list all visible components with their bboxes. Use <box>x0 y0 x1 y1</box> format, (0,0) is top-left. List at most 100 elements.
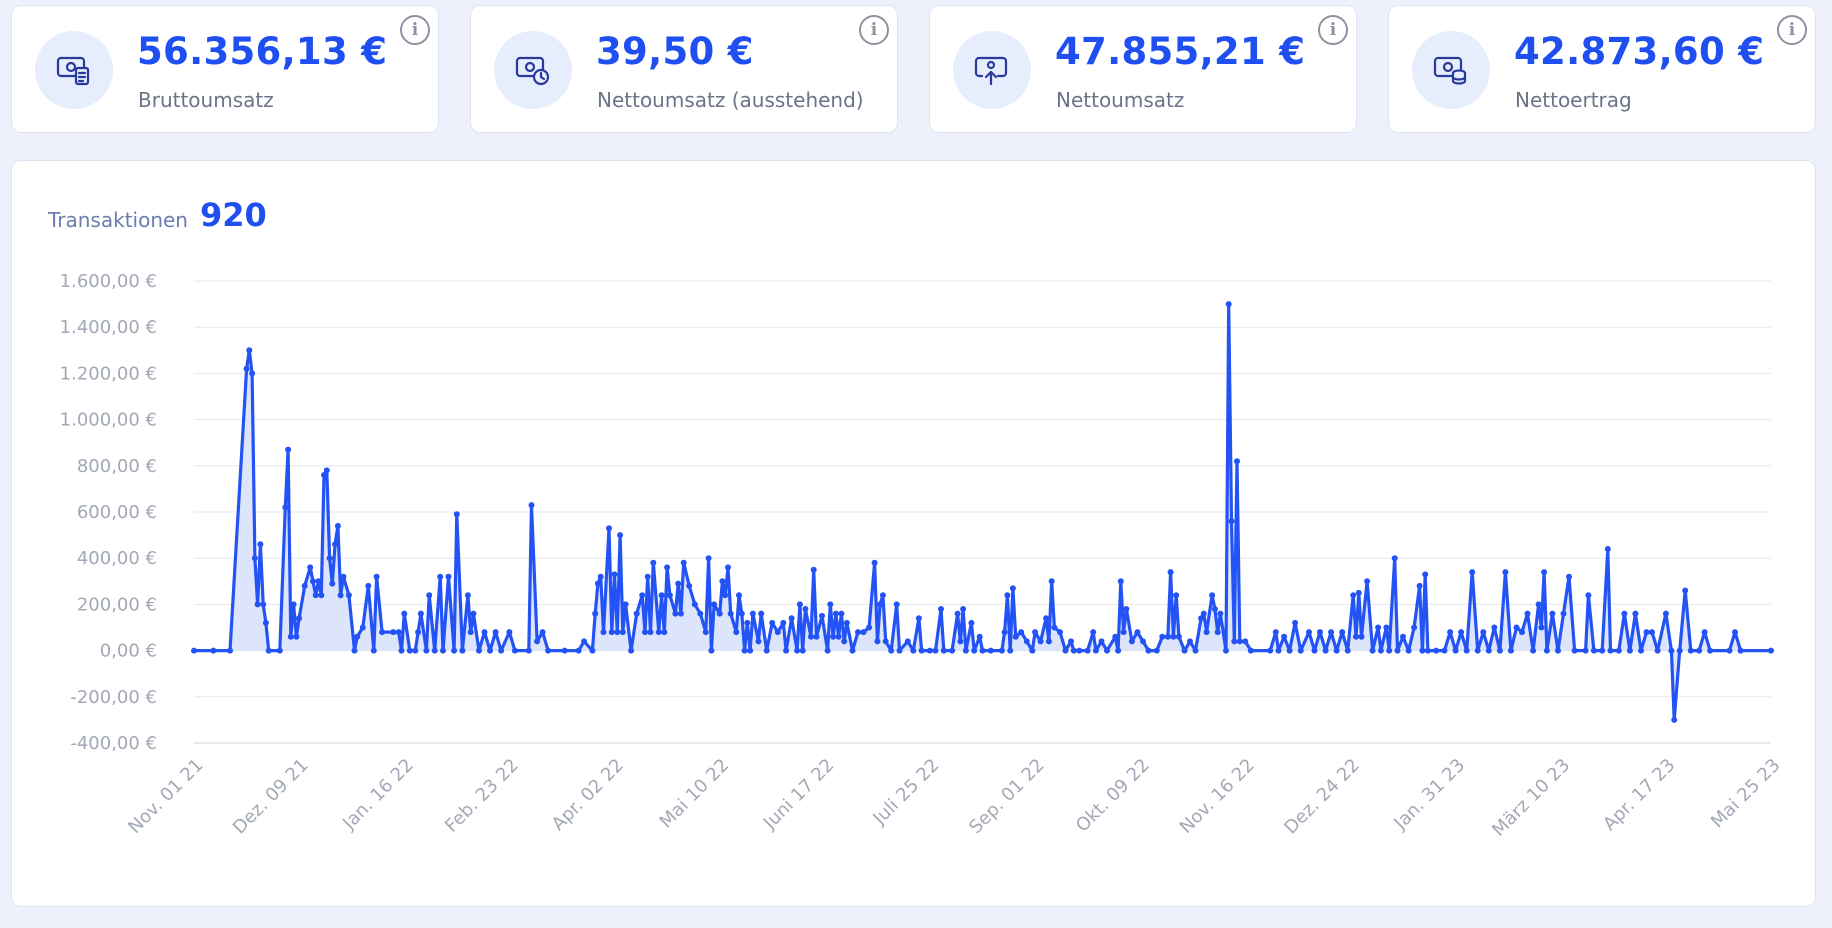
data-point <box>453 511 460 518</box>
data-point <box>334 522 341 529</box>
data-point <box>1115 647 1122 654</box>
data-point <box>354 633 361 640</box>
data-point <box>296 615 303 622</box>
data-point <box>1607 647 1614 654</box>
data-point <box>932 647 939 654</box>
data-point <box>260 601 267 608</box>
kpi-label: Bruttoumsatz <box>138 88 274 112</box>
data-point <box>1104 647 1110 654</box>
data-point <box>1350 592 1357 599</box>
info-icon[interactable]: i <box>400 15 430 45</box>
data-point <box>664 564 671 571</box>
data-point <box>285 446 292 453</box>
data-point <box>1369 647 1376 654</box>
data-point <box>1582 647 1589 654</box>
x-tick-label: Juli 25 22 <box>869 755 944 830</box>
kpi-label: Nettoumsatz (ausstehend) <box>597 88 864 112</box>
data-point <box>1092 647 1099 654</box>
data-point <box>1068 638 1074 645</box>
data-point <box>1032 629 1039 636</box>
data-point <box>1214 629 1221 636</box>
data-point <box>758 610 765 617</box>
data-point <box>310 578 316 585</box>
data-point <box>1236 638 1243 645</box>
kpi-value: 47.855,21 € <box>1055 30 1306 73</box>
data-point <box>1322 647 1329 654</box>
data-point <box>191 647 197 654</box>
data-point <box>1167 569 1174 576</box>
data-point <box>312 592 319 599</box>
data-point <box>888 647 895 654</box>
x-tick-label: Jan. 31 23 <box>1389 755 1469 835</box>
data-point <box>1394 647 1401 654</box>
data-point <box>708 647 715 654</box>
data-point <box>534 638 541 645</box>
info-icon[interactable]: i <box>1777 15 1807 45</box>
data-point <box>401 610 408 617</box>
data-point <box>741 647 748 654</box>
data-point <box>1311 647 1318 654</box>
data-point <box>1391 555 1398 562</box>
data-point <box>633 610 640 617</box>
data-point <box>808 633 814 640</box>
data-point <box>1585 592 1592 599</box>
data-point <box>838 610 845 617</box>
x-tick-label: Nov. 01 21 <box>124 755 207 838</box>
data-point <box>318 592 325 599</box>
x-tick-label: Juni 17 22 <box>759 755 838 834</box>
data-point <box>893 601 900 608</box>
kpi-card-gross-revenue: 56.356,13 € Bruttoumsatz i <box>11 5 439 133</box>
data-point <box>1590 647 1597 654</box>
data-point <box>1519 629 1525 636</box>
data-point <box>877 601 884 608</box>
data-point <box>830 633 837 640</box>
data-point <box>1045 638 1052 645</box>
data-point <box>581 638 588 645</box>
y-tick-label: 1.600,00 € <box>60 271 157 292</box>
transaction-count: 920 <box>200 196 267 234</box>
data-point <box>658 592 665 599</box>
data-point <box>243 365 250 372</box>
data-point <box>359 624 366 631</box>
y-tick-label: 1.000,00 € <box>60 410 157 431</box>
data-point <box>1530 647 1537 654</box>
data-point <box>915 615 922 622</box>
data-point <box>874 638 881 645</box>
data-point <box>666 592 673 599</box>
x-tick-label: Nov. 16 22 <box>1176 755 1259 838</box>
data-point <box>1297 647 1304 654</box>
data-point <box>962 647 969 654</box>
data-point <box>487 647 493 654</box>
data-point <box>749 610 756 617</box>
data-point <box>1615 647 1622 654</box>
data-point <box>1632 610 1639 617</box>
data-point <box>1123 606 1130 612</box>
data-point <box>575 647 582 654</box>
info-icon[interactable]: i <box>1318 15 1348 45</box>
data-point <box>1007 647 1014 654</box>
data-point <box>1535 601 1542 608</box>
data-point <box>940 647 947 654</box>
x-tick-label: Jan. 16 22 <box>338 755 418 835</box>
data-point <box>1344 647 1351 654</box>
data-point <box>802 606 809 612</box>
data-point <box>1048 578 1055 585</box>
data-point <box>451 647 458 654</box>
y-tick-label: 0,00 € <box>100 641 157 662</box>
data-point <box>464 592 471 599</box>
data-point <box>697 610 704 617</box>
data-point <box>1524 610 1531 617</box>
data-point <box>747 647 754 654</box>
data-point <box>655 629 662 636</box>
y-tick-label: -400,00 € <box>70 733 157 754</box>
data-point <box>511 647 518 654</box>
data-point <box>290 601 297 608</box>
kpi-label: Nettoertrag <box>1515 88 1632 112</box>
data-point <box>476 647 482 654</box>
data-point <box>545 647 552 654</box>
data-point <box>1560 610 1567 617</box>
data-point <box>373 573 380 580</box>
data-point <box>287 633 294 640</box>
data-point <box>736 592 742 599</box>
info-icon[interactable]: i <box>859 15 889 45</box>
